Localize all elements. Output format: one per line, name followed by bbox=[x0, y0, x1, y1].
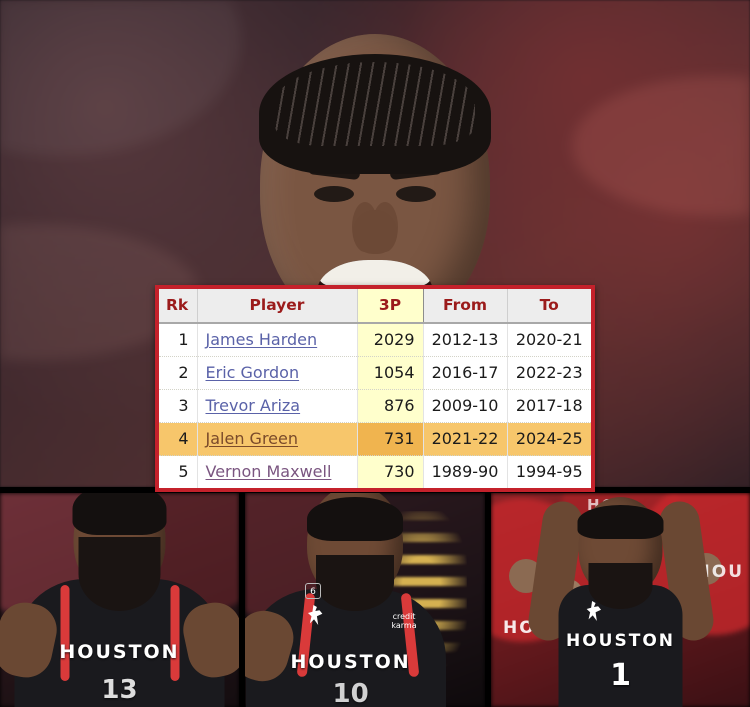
player-link[interactable]: James Harden bbox=[205, 330, 318, 349]
panel-eric-gordon: 6 credit karma HOUSTON 10 bbox=[245, 493, 485, 707]
column-header-3p[interactable]: 3P bbox=[356, 289, 424, 324]
cell-to: 2022-23 bbox=[507, 356, 591, 390]
cell-from: 1989-90 bbox=[423, 455, 508, 488]
harden-jersey-wordmark: HOUSTON bbox=[59, 641, 180, 663]
cell-rank: 2 bbox=[159, 356, 198, 390]
gordon-figure: 6 credit karma HOUSTON 10 bbox=[245, 493, 485, 707]
table-header: Rk Player 3P From To bbox=[159, 289, 591, 324]
column-header-rk[interactable]: Rk bbox=[159, 289, 198, 324]
cell-three-pointers: 731 bbox=[356, 422, 424, 456]
table-row: 5 Vernon Maxwell 730 1989-90 1994-95 bbox=[159, 455, 591, 488]
panel-trevor-ariza: HOU HOU HOU HOUSTON 1 bbox=[491, 493, 750, 707]
column-header-to[interactable]: To bbox=[507, 289, 591, 324]
cell-rank: 5 bbox=[159, 455, 198, 488]
panel-james-harden: HOUSTON 13 bbox=[0, 493, 239, 707]
cell-player: Eric Gordon bbox=[197, 356, 358, 390]
cell-three-pointers: 730 bbox=[356, 455, 424, 488]
ariza-jersey-wordmark: HOUSTON bbox=[565, 631, 676, 651]
player-link[interactable]: Trevor Ariza bbox=[205, 396, 301, 415]
gordon-beard bbox=[316, 555, 395, 611]
gordon-jersey-number: 10 bbox=[332, 679, 369, 707]
cell-player: Trevor Ariza bbox=[197, 389, 358, 423]
cell-to: 2024-25 bbox=[507, 422, 591, 456]
cell-from: 2016-17 bbox=[423, 356, 508, 390]
cell-rank: 4 bbox=[159, 422, 198, 456]
table-row: 3 Trevor Ariza 876 2009-10 2017-18 bbox=[159, 389, 591, 423]
cell-rank: 3 bbox=[159, 389, 198, 423]
player-link[interactable]: Eric Gordon bbox=[205, 363, 300, 382]
column-header-from[interactable]: From bbox=[423, 289, 508, 324]
hero-upper-teeth bbox=[317, 260, 433, 286]
hero-eye-left bbox=[396, 186, 436, 202]
cell-from: 2009-10 bbox=[423, 389, 508, 423]
hero-nose bbox=[353, 210, 397, 254]
table-header-row: Rk Player 3P From To bbox=[159, 289, 591, 324]
cell-three-pointers: 1054 bbox=[356, 356, 424, 390]
cell-three-pointers: 2029 bbox=[356, 323, 424, 357]
cell-player: James Harden bbox=[197, 323, 358, 357]
gordon-sponsor-patch: credit karma bbox=[391, 612, 417, 631]
ariza-beard bbox=[588, 563, 653, 609]
ariza-hair bbox=[577, 505, 664, 539]
hero-eye-right bbox=[314, 186, 354, 202]
cell-to: 1994-95 bbox=[515, 462, 583, 481]
player-link[interactable]: Jalen Green bbox=[205, 429, 299, 448]
cell-player: Vernon Maxwell bbox=[197, 455, 358, 488]
cell-from: 2021-22 bbox=[423, 422, 508, 456]
harden-beard bbox=[78, 537, 161, 611]
cell-three-pointers: 876 bbox=[356, 389, 424, 423]
gordon-memorial-patch: 6 bbox=[305, 583, 321, 599]
column-header-player[interactable]: Player bbox=[197, 289, 358, 324]
stats-table-container: Rk Player 3P From To 1 James Harden 2029… bbox=[155, 285, 595, 492]
harden-jersey-trim-right bbox=[170, 585, 179, 681]
bottom-photo-strip: HOUSTON 13 6 credit karma HOUSTON 10 bbox=[0, 493, 750, 707]
gordon-jersey-wordmark: HOUSTON bbox=[290, 651, 411, 673]
table-row: 1 James Harden 2029 2012-13 2020-21 bbox=[159, 323, 591, 357]
cell-rank: 1 bbox=[159, 323, 198, 357]
hero-braided-hair bbox=[259, 54, 491, 174]
ariza-figure: HOUSTON 1 bbox=[491, 493, 750, 707]
table-body: 1 James Harden 2029 2012-13 2020-21 2 Er… bbox=[159, 323, 591, 488]
harden-hair bbox=[72, 493, 167, 535]
harden-figure: HOUSTON 13 bbox=[0, 493, 239, 707]
player-link[interactable]: Vernon Maxwell bbox=[205, 462, 332, 481]
three-point-leaders-table: Rk Player 3P From To 1 James Harden 2029… bbox=[159, 289, 591, 488]
cell-player: Jalen Green bbox=[197, 422, 358, 456]
ariza-jersey-number: 1 bbox=[610, 658, 631, 693]
harden-jersey-number: 13 bbox=[101, 675, 138, 705]
cell-to: 2020-21 bbox=[507, 323, 591, 357]
table-row-highlighted: 4 Jalen Green 731 2021-22 2024-25 bbox=[159, 422, 591, 456]
gordon-hair bbox=[307, 497, 404, 541]
cell-to: 2017-18 bbox=[507, 389, 591, 423]
harden-jersey-trim-left bbox=[60, 585, 69, 681]
table-row: 2 Eric Gordon 1054 2016-17 2022-23 bbox=[159, 356, 591, 390]
cell-from: 2012-13 bbox=[423, 323, 508, 357]
